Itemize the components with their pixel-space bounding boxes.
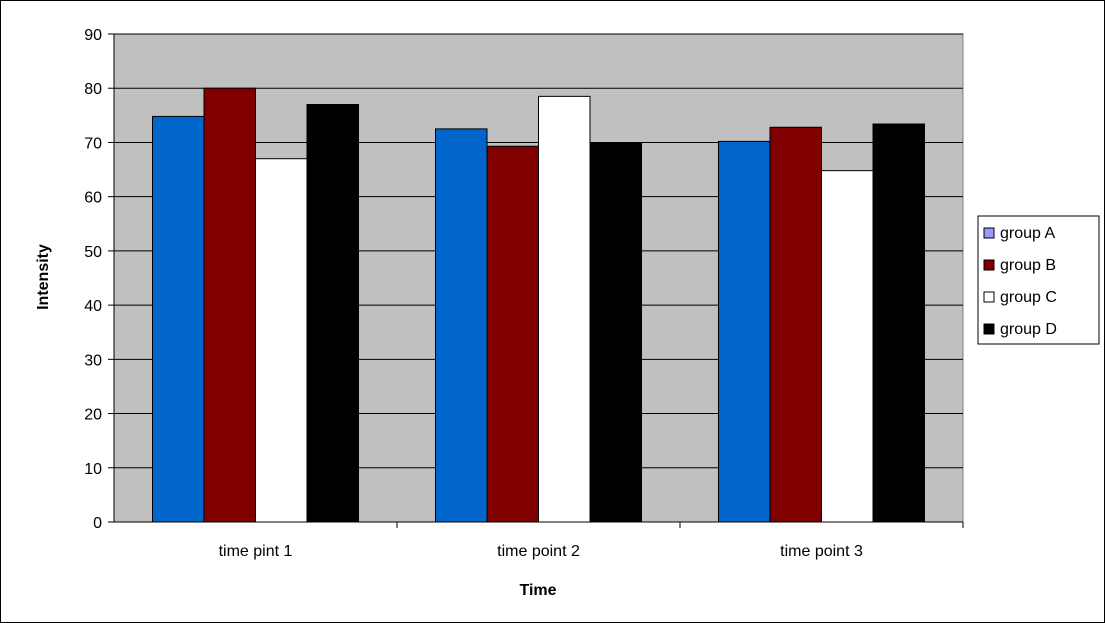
y-tick-label: 60 <box>84 190 102 207</box>
y-tick-labels: 0 10 20 30 40 50 60 70 80 90 <box>84 27 102 532</box>
x-tick-labels: time pint 1 time point 2 time point 3 <box>219 543 863 560</box>
bar <box>435 128 488 523</box>
legend-label: group C <box>1000 289 1057 306</box>
y-tick-label: 40 <box>84 298 102 315</box>
legend: group A group B group C group D <box>977 215 1100 345</box>
legend-swatch <box>983 291 995 303</box>
bar <box>718 140 771 523</box>
y-tick-label: 80 <box>84 81 102 98</box>
bar <box>769 126 822 523</box>
bar <box>203 87 256 523</box>
bar <box>821 170 874 523</box>
bar <box>152 115 205 523</box>
legend-box <box>977 215 1100 345</box>
x-axis-title: Time <box>519 582 556 599</box>
legend-swatch <box>983 323 995 335</box>
legend-swatch <box>983 259 995 271</box>
x-tick-label: time pint 1 <box>219 543 293 560</box>
y-tick-label: 0 <box>93 515 102 532</box>
legend-label: group B <box>1000 257 1056 274</box>
axes <box>108 33 964 528</box>
bar <box>486 145 539 523</box>
bar <box>255 158 308 523</box>
y-tick-label: 30 <box>84 352 102 369</box>
legend-label: group D <box>1000 321 1057 338</box>
legend-label: group A <box>1000 225 1055 242</box>
bar <box>589 142 642 523</box>
legend-swatch <box>983 227 995 239</box>
bar <box>872 123 925 523</box>
x-tick-label: time point 3 <box>780 543 863 560</box>
bar <box>538 95 591 523</box>
y-tick-label: 70 <box>84 135 102 152</box>
y-tick-label: 50 <box>84 244 102 261</box>
y-tick-label: 20 <box>84 407 102 424</box>
y-axis-title: Intensity <box>35 244 52 310</box>
bar <box>306 103 359 523</box>
bars <box>152 87 925 523</box>
y-tick-label: 90 <box>84 27 102 44</box>
x-tick-label: time point 2 <box>497 543 580 560</box>
y-tick-label: 10 <box>84 461 102 478</box>
